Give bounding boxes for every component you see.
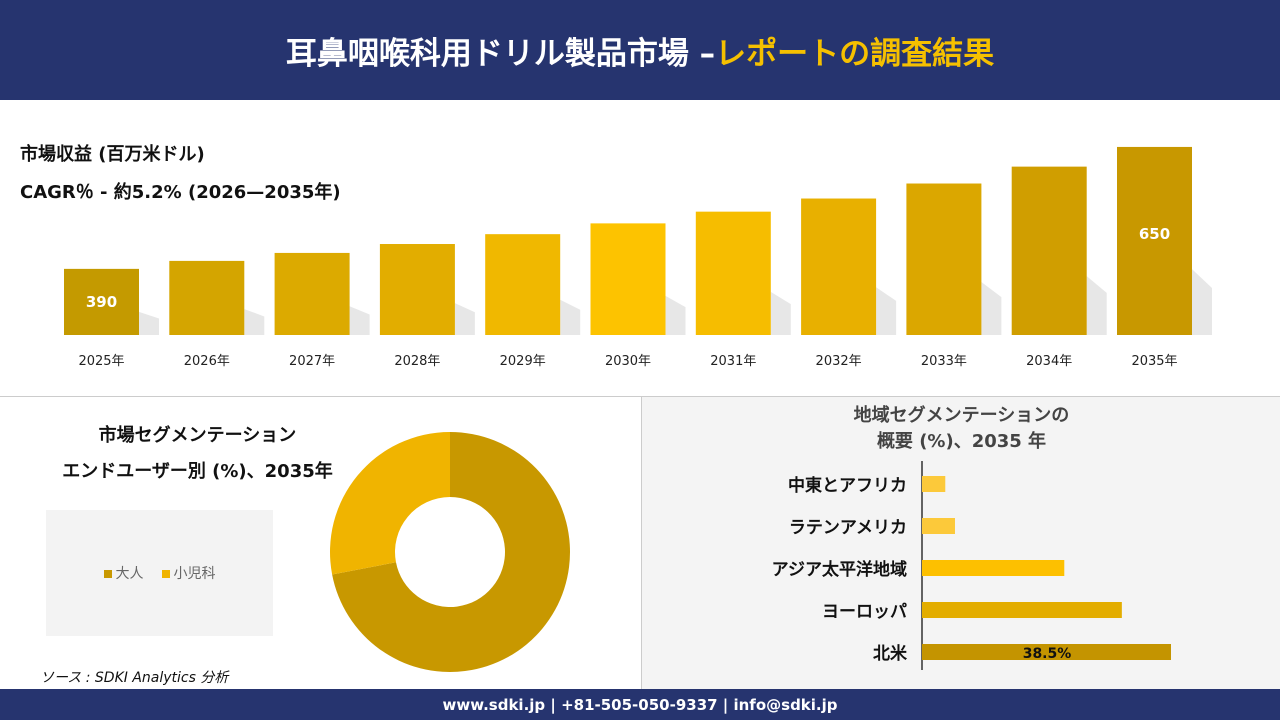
- donut-slice-大人: [332, 432, 570, 672]
- legend-item-pediatric: 小児科: [161, 563, 216, 583]
- revenue-title: 市場収益 (百万米ドル): [20, 144, 205, 165]
- bar-2028年: [379, 244, 455, 335]
- y-tick-label: 中東とアフリカ: [788, 475, 907, 496]
- bar-shadow: [560, 299, 581, 335]
- bar-2029年: [485, 234, 561, 335]
- bar-shadow: [1086, 276, 1107, 335]
- title-main: 耳鼻咽喉科用ドリル製品市場 –: [285, 35, 716, 72]
- end-user-donut-chart: [330, 432, 570, 672]
- header-banner: 耳鼻咽喉科用ドリル製品市場 – レポートの調査結果: [0, 0, 1280, 100]
- x-tick-label: 2031年: [710, 354, 756, 369]
- bar-2033年: [906, 183, 982, 335]
- legend-label: 小児科: [173, 566, 216, 582]
- bar-2030年: [590, 223, 666, 335]
- footer-contact: www.sdki.jp | +81-505-050-9337 | info@sd…: [0, 689, 1280, 720]
- x-tick-label: 2026年: [184, 354, 230, 369]
- x-tick-label: 2034年: [1026, 354, 1072, 369]
- bar-shadow: [349, 306, 370, 335]
- legend-swatch: [161, 570, 170, 578]
- x-tick-label: 2035年: [1131, 354, 1177, 369]
- bar-北米: [922, 644, 1171, 660]
- bar-shadow: [1192, 269, 1212, 335]
- bar-shadow: [981, 281, 1002, 335]
- y-tick-label: アジア太平洋地域: [772, 559, 907, 580]
- donut-slice-小児科: [330, 432, 450, 575]
- legend-item-adult: 大人: [103, 563, 144, 583]
- bar-shadow: [454, 303, 475, 335]
- bar-中東とアフリカ: [922, 476, 946, 492]
- region-title-line1: 地域セグメンテーションの: [853, 405, 1070, 426]
- region-title: 地域セグメンテーションの 概要 (%)、2035 年: [642, 403, 1280, 455]
- revenue-bar-chart: 2025年 390 2026年 2027年 2028年 2029年 2030年 2031年 20…: [64, 146, 1212, 369]
- data-label: 38.5%: [1023, 646, 1072, 662]
- x-tick-label: 2027年: [289, 354, 335, 369]
- bar-2026年: [169, 260, 245, 335]
- x-tick-label: 2028年: [394, 354, 440, 369]
- bar-ヨーロッパ: [922, 602, 1122, 618]
- bar-2025年: [64, 268, 139, 335]
- x-tick-label: 2030年: [605, 354, 651, 369]
- bar-shadow: [244, 309, 265, 335]
- segment-title: 市場セグメンテーション: [98, 425, 297, 446]
- bar-2034年: [1011, 166, 1087, 335]
- bar-2032年: [801, 198, 877, 335]
- end-user-segment-panel: 市場セグメンテーション エンドユーザー別 (%)、2035年 大人 小児科 ソー…: [0, 397, 640, 689]
- bar-2027年: [274, 252, 350, 335]
- bar-shadow: [665, 295, 686, 335]
- source-note: ソース : SDKI Analytics 分析: [40, 670, 229, 686]
- data-label: 390: [86, 293, 117, 311]
- x-tick-label: 2029年: [500, 354, 546, 369]
- x-tick-label: 2032年: [816, 354, 862, 369]
- legend-swatch: [103, 570, 112, 578]
- x-tick-label: 2025年: [78, 354, 124, 369]
- legend-label: 大人: [115, 566, 144, 582]
- y-tick-label: ラテンアメリカ: [789, 518, 907, 538]
- divider: [0, 396, 1280, 397]
- y-tick-label: ヨーロッパ: [822, 602, 907, 622]
- bar-shadow: [876, 287, 897, 335]
- bar-ラテンアメリカ: [922, 518, 955, 534]
- bar-shadow: [139, 311, 159, 335]
- region-segment-panel: 地域セグメンテーションの 概要 (%)、2035 年 中東とアフリカ ラテンアメリ…: [641, 397, 1280, 689]
- bar-アジア太平洋地域: [922, 560, 1065, 576]
- bar-shadow: [770, 291, 791, 335]
- region-title-line2: 概要 (%)、2035 年: [876, 431, 1047, 452]
- cagr-text: CAGR％ - 約5.2% (2026—2035年): [20, 182, 341, 203]
- bar-2035年: [1117, 146, 1192, 335]
- bar-2031年: [695, 211, 771, 335]
- y-tick-label: 北米: [873, 643, 908, 664]
- title-accent: レポートの調査結果: [715, 35, 995, 72]
- x-tick-label: 2033年: [921, 354, 967, 369]
- segment-subtitle: エンドユーザー別 (%)、2035年: [62, 461, 333, 482]
- data-label: 650: [1139, 225, 1170, 243]
- donut-legend: 大人 小児科: [46, 510, 273, 636]
